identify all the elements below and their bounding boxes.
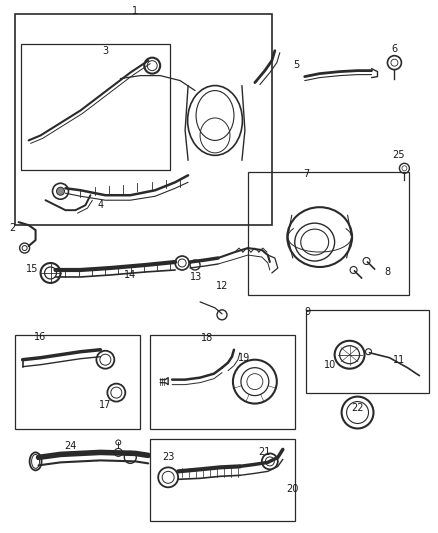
Bar — [306, 310, 429, 393]
Text: 2: 2 — [10, 223, 16, 233]
Text: 1: 1 — [132, 6, 138, 16]
Text: 19: 19 — [238, 353, 250, 363]
Text: 20: 20 — [286, 484, 299, 494]
Text: 11: 11 — [393, 354, 406, 365]
Text: 22: 22 — [351, 402, 364, 413]
Text: 13: 13 — [190, 272, 202, 282]
Text: 8: 8 — [385, 267, 391, 277]
Text: 5: 5 — [293, 60, 300, 70]
Text: 3: 3 — [102, 46, 109, 55]
Text: 12: 12 — [216, 281, 228, 291]
Text: 6: 6 — [392, 44, 398, 54]
Text: 17: 17 — [99, 400, 112, 409]
Text: 14: 14 — [124, 270, 136, 280]
Bar — [248, 172, 410, 295]
Text: 25: 25 — [392, 150, 405, 160]
Bar — [14, 335, 140, 430]
Text: 4: 4 — [97, 200, 103, 210]
Text: 7: 7 — [304, 169, 310, 179]
Text: 16: 16 — [35, 332, 47, 342]
Text: 9: 9 — [305, 307, 311, 317]
Text: 15: 15 — [26, 264, 39, 274]
Bar — [150, 439, 295, 521]
Text: 23: 23 — [162, 453, 174, 463]
Text: 18: 18 — [201, 333, 213, 343]
Bar — [14, 14, 272, 225]
Circle shape — [57, 187, 64, 195]
Bar — [21, 44, 170, 171]
Text: 24: 24 — [64, 441, 77, 451]
Text: 21: 21 — [259, 447, 271, 457]
Text: 10: 10 — [324, 360, 336, 370]
Bar — [150, 335, 295, 430]
